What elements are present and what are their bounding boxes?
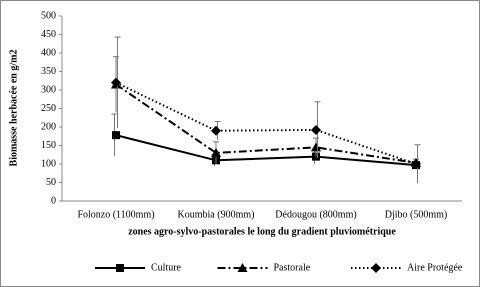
series-line [115, 134, 417, 167]
y-tick-label: 300 [41, 84, 56, 95]
y-tick-label: 200 [41, 121, 56, 132]
x-tick-label: Folonzo (1100mm) [77, 209, 154, 220]
x-axis-title: zones agro-sylvo-pastorales le long du g… [128, 226, 396, 237]
legend-marker [237, 263, 248, 272]
data-point [311, 142, 321, 152]
y-tick-label: 50 [46, 177, 56, 188]
x-tick-label: Koumbia (900mm) [178, 209, 255, 220]
y-tick-label: 450 [41, 29, 56, 40]
y-tick-label: 400 [41, 47, 56, 58]
y-tick-label: 0 [51, 195, 56, 206]
y-tick-label: 100 [41, 158, 56, 169]
y-tick-label: 150 [41, 140, 56, 151]
legend-label: Pastorale [274, 262, 311, 273]
x-tick-label: Dédougou (800mm) [275, 209, 356, 220]
data-point [112, 131, 120, 140]
legend-label: Culture [151, 262, 182, 273]
data-point [311, 124, 321, 135]
legend-marker [116, 264, 124, 272]
data-point [111, 77, 121, 88]
legend-label: Aire Protégée [407, 262, 463, 273]
data-point [211, 125, 221, 136]
series-line [115, 81, 417, 165]
data-point [411, 159, 421, 169]
x-tick-label: Djibo (500mm) [385, 209, 448, 220]
series-line [115, 83, 417, 164]
y-tick-label: 500 [41, 10, 56, 21]
y-tick-label: 350 [41, 66, 56, 77]
y-tick-label: 250 [41, 103, 56, 114]
legend-marker [371, 263, 381, 273]
data-point [211, 147, 221, 157]
y-axis-title: Biomasse herbacée en g/m2 [8, 50, 19, 167]
